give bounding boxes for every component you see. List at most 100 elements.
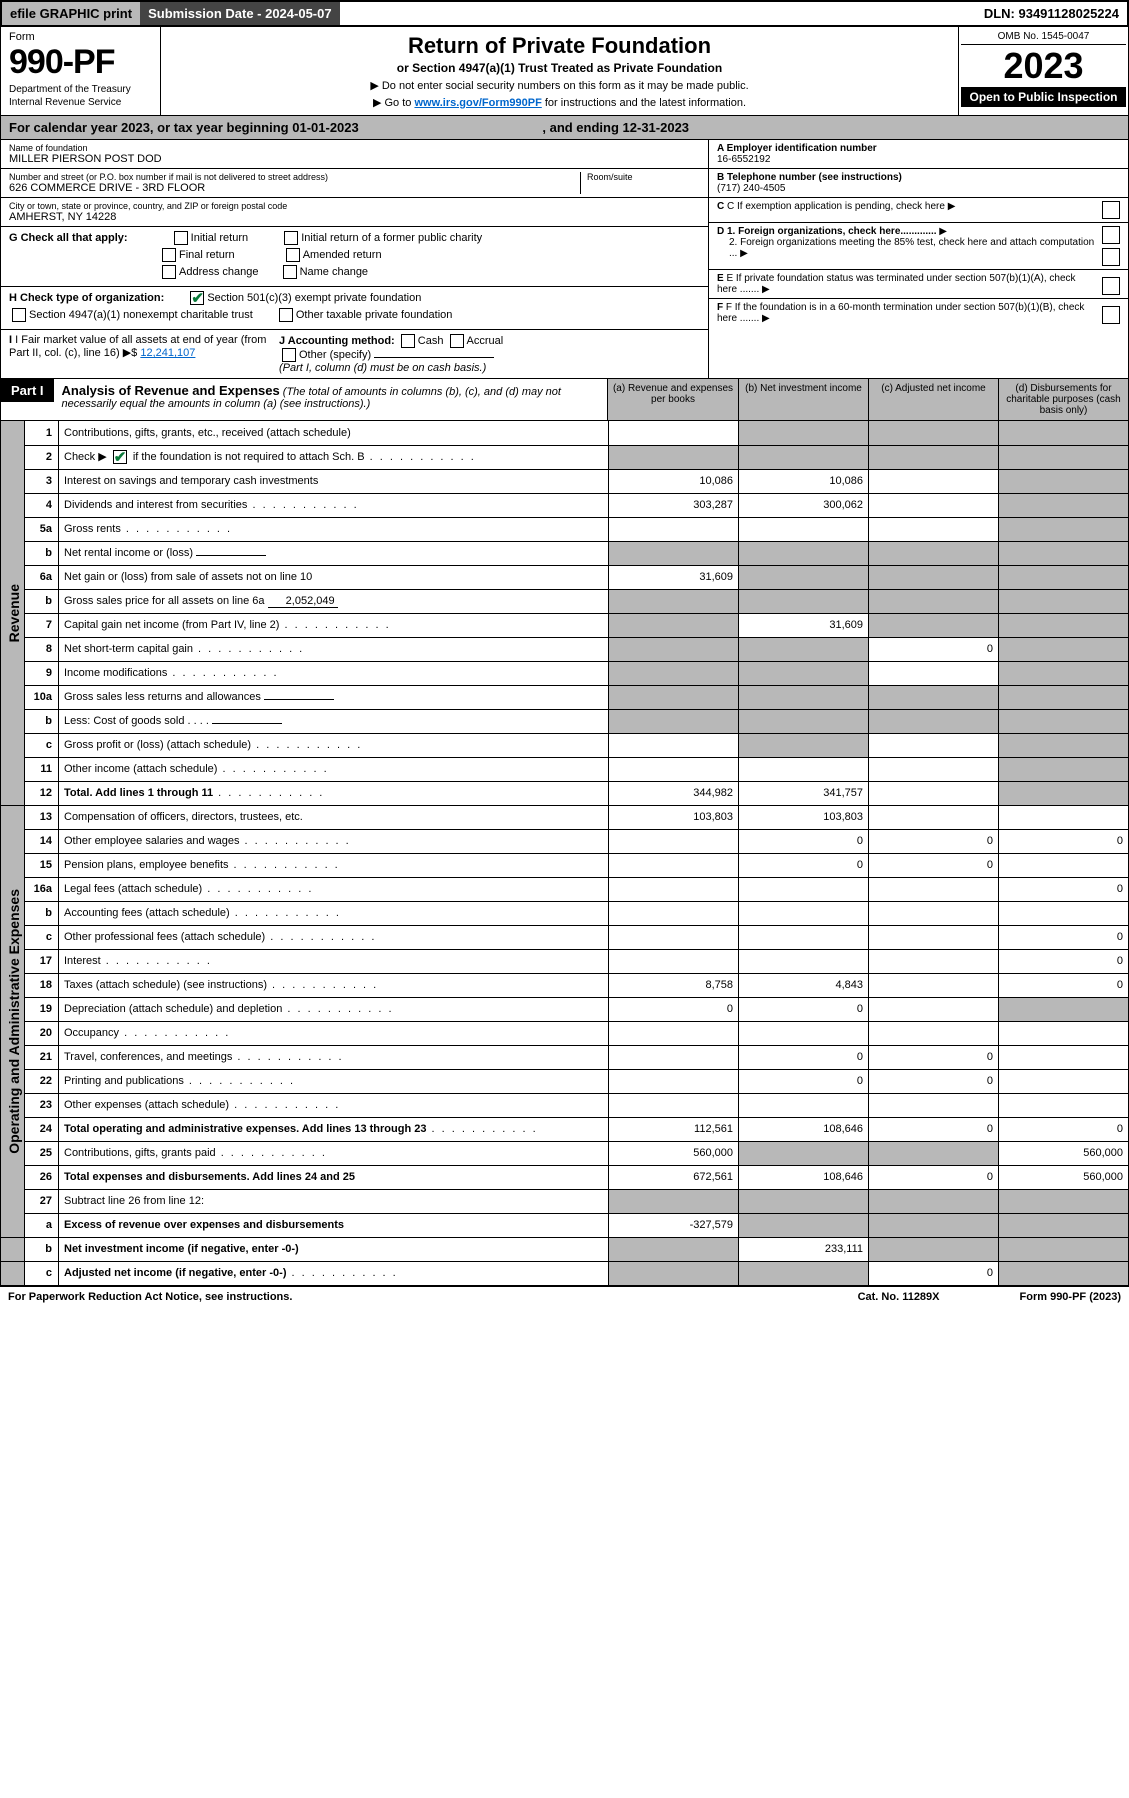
- row-11: 11Other income (attach schedule): [1, 757, 1129, 781]
- final-return-checkbox[interactable]: [162, 248, 176, 262]
- revenue-side: Revenue: [6, 584, 22, 642]
- col-d: (d) Disbursements for charitable purpose…: [998, 379, 1128, 420]
- col-c: (c) Adjusted net income: [868, 379, 998, 420]
- cash-checkbox[interactable]: [401, 334, 415, 348]
- other-taxable-checkbox[interactable]: [279, 308, 293, 322]
- r13-a: 103,803: [609, 805, 739, 829]
- r13-b: 103,803: [739, 805, 869, 829]
- row-5b: bNet rental income or (loss): [1, 541, 1129, 565]
- row-23: 23Other expenses (attach schedule): [1, 1093, 1129, 1117]
- r4-b: 300,062: [739, 493, 869, 517]
- goto-pre: ▶ Go to: [373, 97, 414, 109]
- row-8: 8Net short-term capital gain0: [1, 637, 1129, 661]
- form-label: Form: [9, 31, 152, 43]
- form-number: 990-PF: [9, 43, 152, 82]
- row-5a: 5aGross rents: [1, 517, 1129, 541]
- part1-title: Analysis of Revenue and Expenses (The to…: [54, 379, 607, 414]
- goto-link[interactable]: www.irs.gov/Form990PF: [414, 97, 541, 109]
- goto-post: for instructions and the latest informat…: [542, 97, 746, 109]
- address-row: Number and street (or P.O. box number if…: [1, 169, 708, 198]
- row-17: 17Interest0: [1, 949, 1129, 973]
- row-1: Revenue 1Contributions, gifts, grants, e…: [1, 421, 1129, 445]
- title-cell: Return of Private Foundation or Section …: [161, 27, 958, 115]
- expenses-side: Operating and Administrative Expenses: [6, 889, 22, 1154]
- city-state-zip: AMHERST, NY 14228: [9, 211, 700, 223]
- r6a-a: 31,609: [609, 565, 739, 589]
- row-22: 22Printing and publications00: [1, 1069, 1129, 1093]
- phone: (717) 240-4505: [717, 183, 1120, 194]
- d-row: D 1. Foreign organizations, check here..…: [709, 223, 1128, 270]
- row-10c: cGross profit or (loss) (attach schedule…: [1, 733, 1129, 757]
- row-16c: cOther professional fees (attach schedul…: [1, 925, 1129, 949]
- year-end: 12-31-2023: [623, 120, 690, 135]
- open-to-public: Open to Public Inspection: [961, 87, 1126, 107]
- row-15: 15Pension plans, employee benefits00: [1, 853, 1129, 877]
- year-begin: 01-01-2023: [292, 120, 359, 135]
- header-left: Name of foundation MILLER PIERSON POST D…: [1, 140, 708, 378]
- r4-a: 303,287: [609, 493, 739, 517]
- amended-return-checkbox[interactable]: [286, 248, 300, 262]
- r12-b: 341,757: [739, 781, 869, 805]
- row-27b: bNet investment income (if negative, ent…: [1, 1237, 1129, 1261]
- 4947a1-checkbox[interactable]: [12, 308, 26, 322]
- e-row: E E If private foundation status was ter…: [709, 270, 1128, 299]
- address-change-checkbox[interactable]: [162, 265, 176, 279]
- foundation-name: MILLER PIERSON POST DOD: [9, 153, 700, 165]
- foreign-85-checkbox[interactable]: [1102, 248, 1120, 266]
- row-9: 9Income modifications: [1, 661, 1129, 685]
- column-headers: (a) Revenue and expenses per books (b) N…: [607, 379, 1128, 420]
- row-10a: 10aGross sales less returns and allowanc…: [1, 685, 1129, 709]
- r7-b: 31,609: [739, 613, 869, 637]
- row-19: 19Depreciation (attach schedule) and dep…: [1, 997, 1129, 1021]
- row-26: 26Total expenses and disbursements. Add …: [1, 1165, 1129, 1189]
- initial-return-checkbox[interactable]: [174, 231, 188, 245]
- name-change-checkbox[interactable]: [283, 265, 297, 279]
- row-14: 14Other employee salaries and wages000: [1, 829, 1129, 853]
- exemption-pending-checkbox[interactable]: [1102, 201, 1120, 219]
- row-27a: aExcess of revenue over expenses and dis…: [1, 1213, 1129, 1237]
- row-21: 21Travel, conferences, and meetings00: [1, 1045, 1129, 1069]
- header-right: A Employer identification number16-65521…: [708, 140, 1128, 378]
- ssn-note: ▶ Do not enter social security numbers o…: [169, 79, 950, 92]
- row-12: 12Total. Add lines 1 through 11344,98234…: [1, 781, 1129, 805]
- form-subtitle: or Section 4947(a)(1) Trust Treated as P…: [169, 61, 950, 75]
- other-method-checkbox[interactable]: [282, 348, 296, 362]
- r6b-inline: 2,052,049: [268, 595, 338, 608]
- part1-table: Revenue 1Contributions, gifts, grants, e…: [0, 421, 1129, 1286]
- r12-a: 344,982: [609, 781, 739, 805]
- paperwork-notice: For Paperwork Reduction Act Notice, see …: [8, 1291, 292, 1303]
- col-a: (a) Revenue and expenses per books: [608, 379, 738, 420]
- 501c3-checkbox[interactable]: [190, 291, 204, 305]
- footer: For Paperwork Reduction Act Notice, see …: [0, 1286, 1129, 1307]
- form-header: Form 990-PF Department of the Treasury I…: [0, 27, 1129, 116]
- row-24: 24Total operating and administrative exp…: [1, 1117, 1129, 1141]
- street-address: 626 COMMERCE DRIVE - 3RD FLOOR: [9, 182, 580, 194]
- foreign-org-checkbox[interactable]: [1102, 226, 1120, 244]
- row-16b: bAccounting fees (attach schedule): [1, 901, 1129, 925]
- row-2: 2Check ▶ if the foundation is not requir…: [1, 445, 1129, 469]
- goto-note: ▶ Go to www.irs.gov/Form990PF for instru…: [169, 96, 950, 109]
- tax-year: 2023: [961, 45, 1126, 87]
- topbar: efile GRAPHIC print Submission Date - 20…: [0, 0, 1129, 27]
- r3-b: 10,086: [739, 469, 869, 493]
- initial-former-checkbox[interactable]: [284, 231, 298, 245]
- check-ij: I I Fair market value of all assets at e…: [1, 330, 708, 378]
- dept-irs: Internal Revenue Service: [9, 97, 152, 108]
- part1-tag: Part I: [1, 379, 54, 402]
- 60month-checkbox[interactable]: [1102, 306, 1120, 324]
- r3-a: 10,086: [609, 469, 739, 493]
- form-ref: Form 990-PF (2023): [1020, 1291, 1121, 1303]
- schb-checkbox[interactable]: [113, 450, 127, 464]
- form-number-cell: Form 990-PF Department of the Treasury I…: [1, 27, 161, 115]
- row-3: 3Interest on savings and temporary cash …: [1, 469, 1129, 493]
- calendar-year-line: For calendar year 2023, or tax year begi…: [0, 116, 1129, 140]
- accrual-checkbox[interactable]: [450, 334, 464, 348]
- header-block: Name of foundation MILLER PIERSON POST D…: [0, 140, 1129, 379]
- omb-number: OMB No. 1545-0047: [961, 29, 1126, 45]
- row-20: 20Occupancy: [1, 1021, 1129, 1045]
- row-7: 7Capital gain net income (from Part IV, …: [1, 613, 1129, 637]
- cat-no: Cat. No. 11289X: [858, 1291, 940, 1303]
- fmv-assets[interactable]: 12,241,107: [140, 347, 195, 359]
- row-18: 18Taxes (attach schedule) (see instructi…: [1, 973, 1129, 997]
- status-terminated-checkbox[interactable]: [1102, 277, 1120, 295]
